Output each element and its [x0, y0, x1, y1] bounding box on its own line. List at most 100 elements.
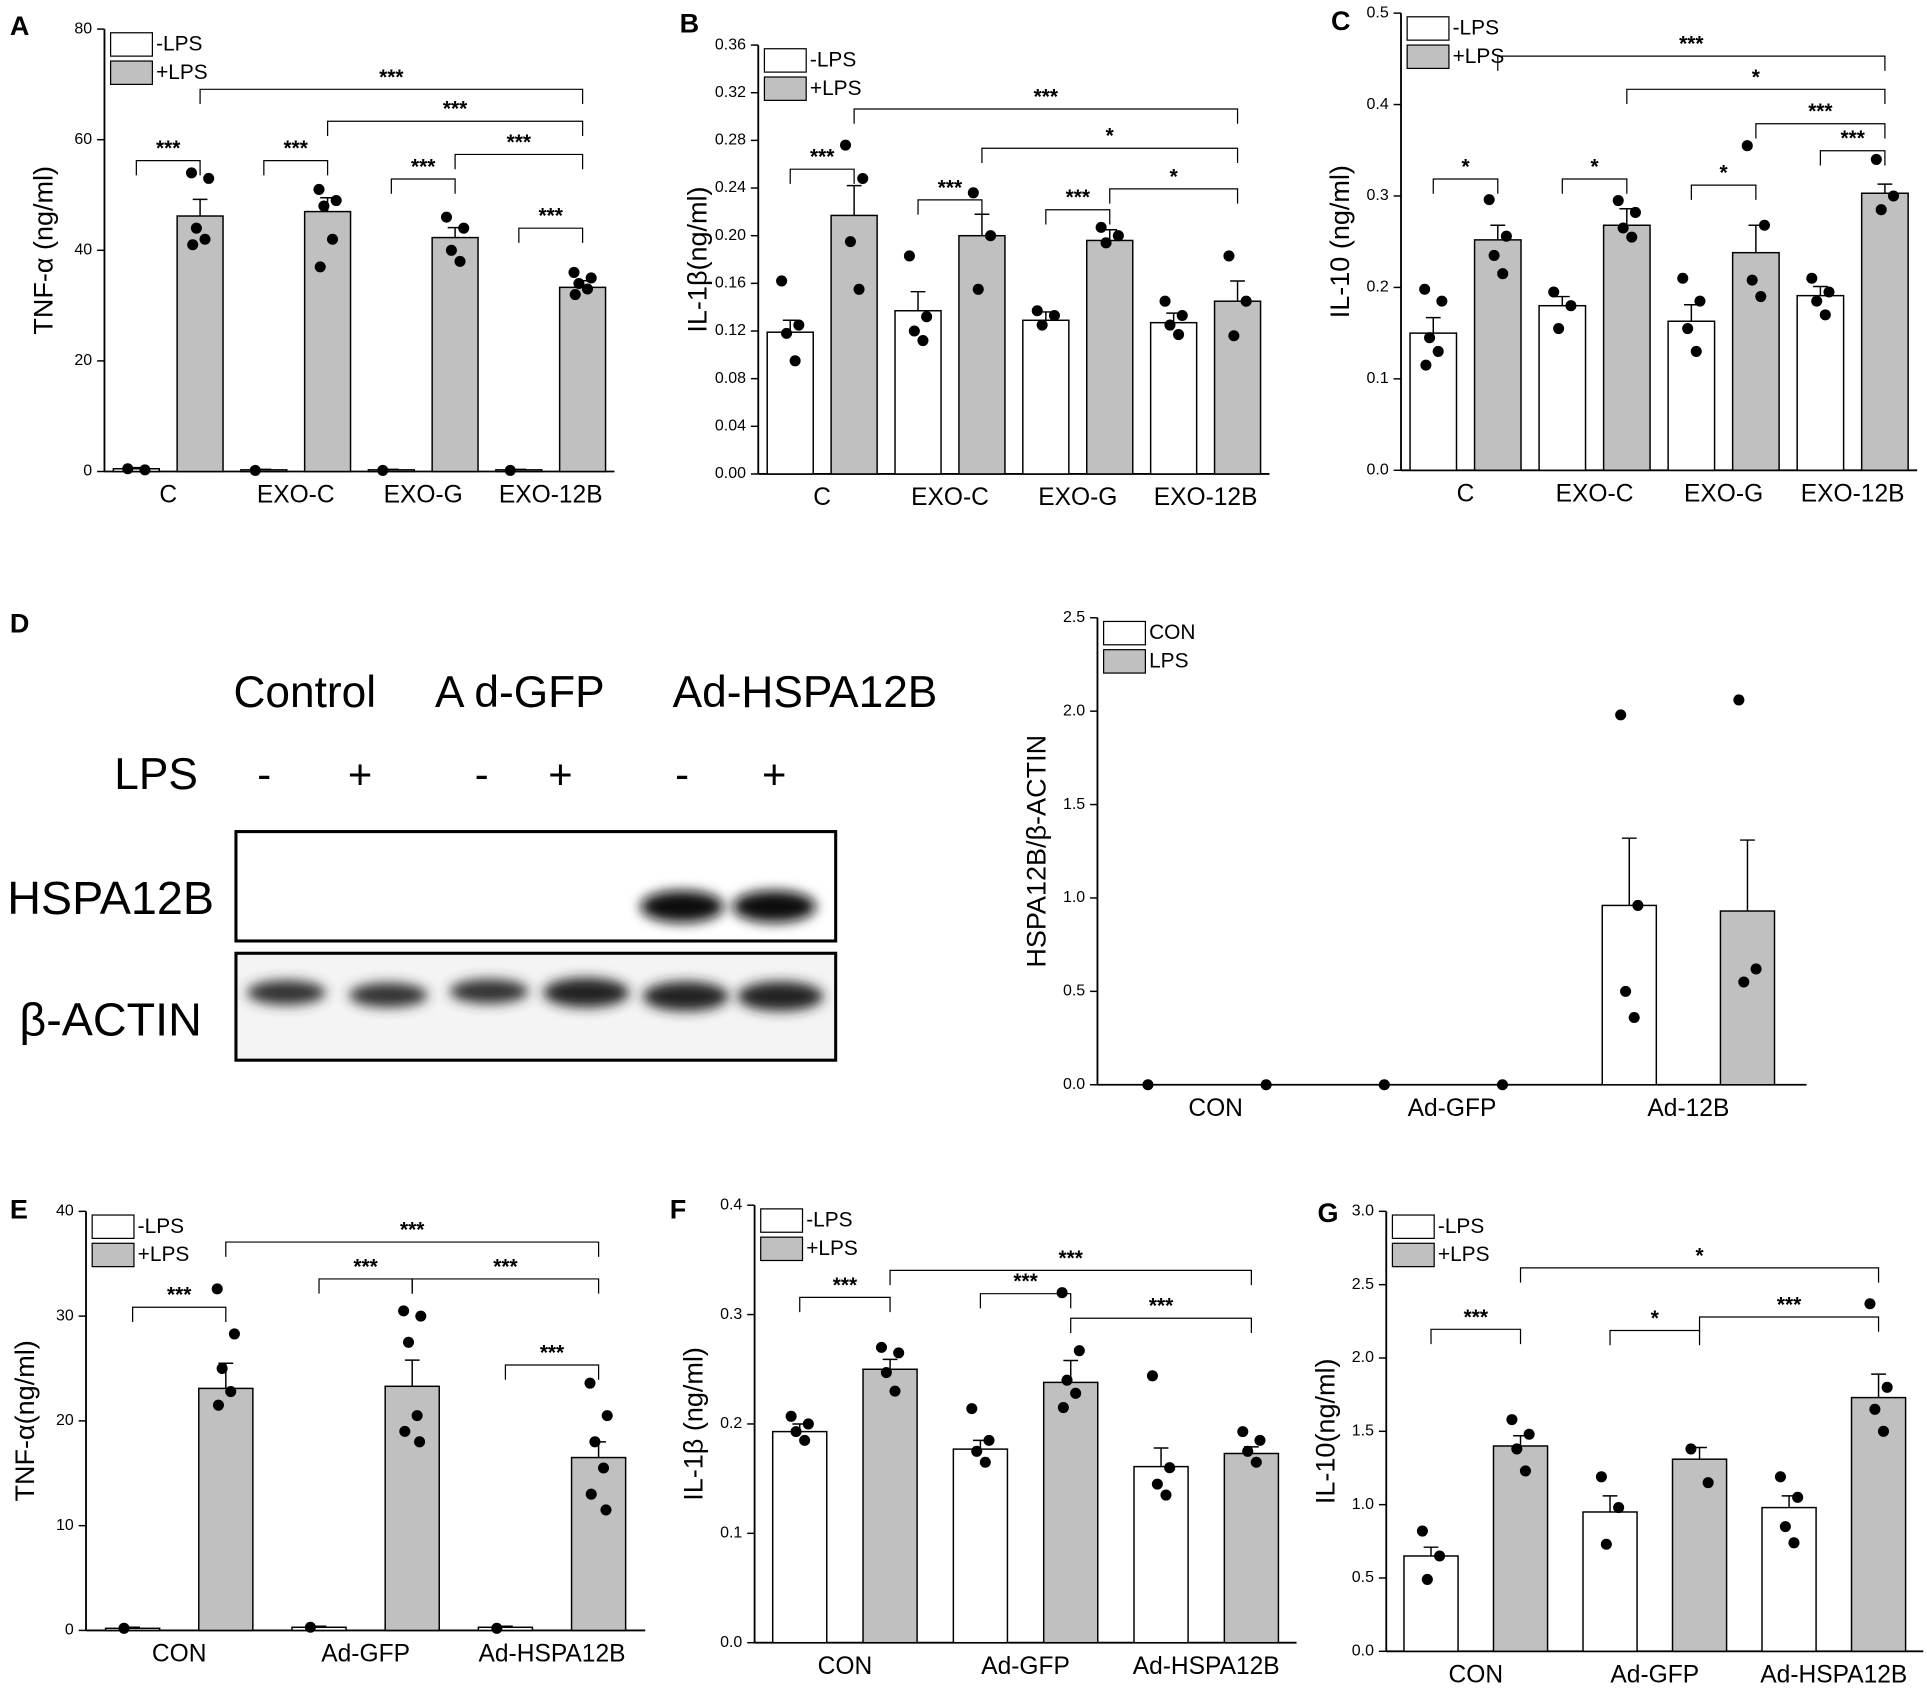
data-point — [1436, 295, 1448, 307]
bar — [240, 469, 288, 473]
significance-bracket — [917, 199, 983, 215]
data-point — [785, 1410, 797, 1422]
data-point — [1416, 1525, 1428, 1537]
y-tick-label: 60 — [74, 131, 92, 148]
error-bar — [1490, 224, 1506, 240]
bar — [1796, 294, 1845, 472]
data-point — [190, 222, 202, 234]
data-point — [440, 211, 453, 223]
error-bar — [1813, 285, 1828, 296]
data-point — [1146, 1370, 1158, 1382]
bar — [766, 331, 814, 475]
bar — [1086, 239, 1134, 475]
data-point — [1164, 1462, 1176, 1474]
data-point — [1260, 1079, 1272, 1091]
data-point — [1626, 231, 1638, 243]
significance-label: *** — [1013, 1270, 1038, 1293]
data-point — [1887, 190, 1900, 202]
significance-bracket — [225, 1241, 600, 1257]
bar — [198, 1387, 254, 1632]
error-bar — [846, 184, 862, 216]
data-point — [330, 194, 342, 207]
data-point — [1176, 309, 1188, 322]
y-tick-label: 2.5 — [1063, 609, 1085, 626]
data-point — [1553, 323, 1565, 335]
data-point — [445, 244, 457, 256]
legend-swatch — [1391, 1214, 1435, 1239]
legend-swatch — [760, 1208, 804, 1233]
data-point — [139, 464, 151, 476]
legend-label: -LPS — [810, 49, 856, 72]
panel-label: A — [10, 11, 30, 41]
data-point — [597, 1462, 610, 1474]
data-point — [1565, 300, 1577, 312]
data-point — [1237, 1426, 1249, 1438]
legend-swatch — [763, 76, 807, 101]
bar — [1719, 910, 1776, 1086]
significance-label: *** — [1840, 127, 1865, 150]
error-bar — [882, 1358, 898, 1370]
bar — [291, 1626, 347, 1632]
data-point — [584, 1377, 596, 1389]
significance-label: *** — [539, 205, 564, 228]
data-point — [972, 283, 984, 295]
error-bar — [1683, 304, 1699, 322]
x-tick-label: EXO-G — [1038, 484, 1117, 511]
significance-bracket — [1045, 209, 1111, 225]
bar — [112, 468, 161, 473]
data-point — [1070, 1387, 1082, 1399]
data-point — [971, 1445, 983, 1457]
significance-bracket — [504, 1364, 600, 1380]
data-point — [853, 283, 865, 295]
data-point — [1774, 1471, 1786, 1483]
y-tick-label: 0 — [65, 1622, 74, 1639]
significance-bracket — [1497, 55, 1886, 71]
panel-label: F — [670, 1194, 687, 1224]
data-point — [212, 1399, 224, 1411]
data-point — [793, 319, 805, 331]
y-tick-label: 40 — [56, 1203, 74, 1220]
significance-bracket — [390, 178, 456, 194]
y-tick-label: 0.12 — [715, 322, 746, 339]
legend-label: +LPS — [156, 61, 208, 84]
y-tick-label: 2.0 — [1063, 702, 1085, 719]
significance-label: *** — [540, 1341, 565, 1364]
y-axis-label: TNF-α (ng/ml) — [29, 166, 59, 335]
data-point — [491, 1622, 503, 1634]
data-point — [326, 233, 339, 245]
bar — [771, 1430, 828, 1644]
data-point — [1595, 1471, 1607, 1483]
data-point — [600, 1504, 612, 1516]
y-tick-label: 40 — [74, 242, 92, 259]
y-tick-label: 0.24 — [715, 179, 746, 196]
data-point — [504, 464, 516, 476]
data-point — [1758, 219, 1771, 231]
data-point — [398, 1305, 410, 1317]
x-tick-label: C — [1457, 480, 1475, 507]
x-tick-label: EXO-G — [1684, 480, 1763, 507]
data-point — [1632, 899, 1644, 911]
x-tick-label: Ad-GFP — [1408, 1095, 1497, 1122]
significance-bracket — [1609, 1329, 1701, 1346]
bar — [830, 214, 878, 475]
y-tick-label: 20 — [56, 1412, 74, 1429]
significance-label: *** — [1464, 1306, 1489, 1329]
data-point — [216, 1362, 228, 1375]
significance-label: *** — [1149, 1295, 1174, 1318]
data-point — [1788, 1537, 1800, 1549]
data-point — [1629, 206, 1641, 218]
legend-swatch — [109, 60, 154, 86]
data-point — [1095, 221, 1107, 233]
bar — [1223, 1452, 1280, 1644]
data-point — [414, 1436, 426, 1448]
blot-frame — [234, 951, 838, 1062]
legend-label: CON — [1149, 621, 1195, 644]
y-tick-label: 2.0 — [1352, 1349, 1374, 1366]
data-point — [1738, 976, 1750, 988]
data-point — [1792, 1491, 1804, 1503]
y-tick-label: 0.00 — [715, 465, 746, 482]
significance-bracket — [1070, 1317, 1252, 1334]
data-point — [122, 463, 134, 475]
data-point — [415, 1310, 427, 1322]
y-tick-label: 2.5 — [1352, 1276, 1374, 1293]
